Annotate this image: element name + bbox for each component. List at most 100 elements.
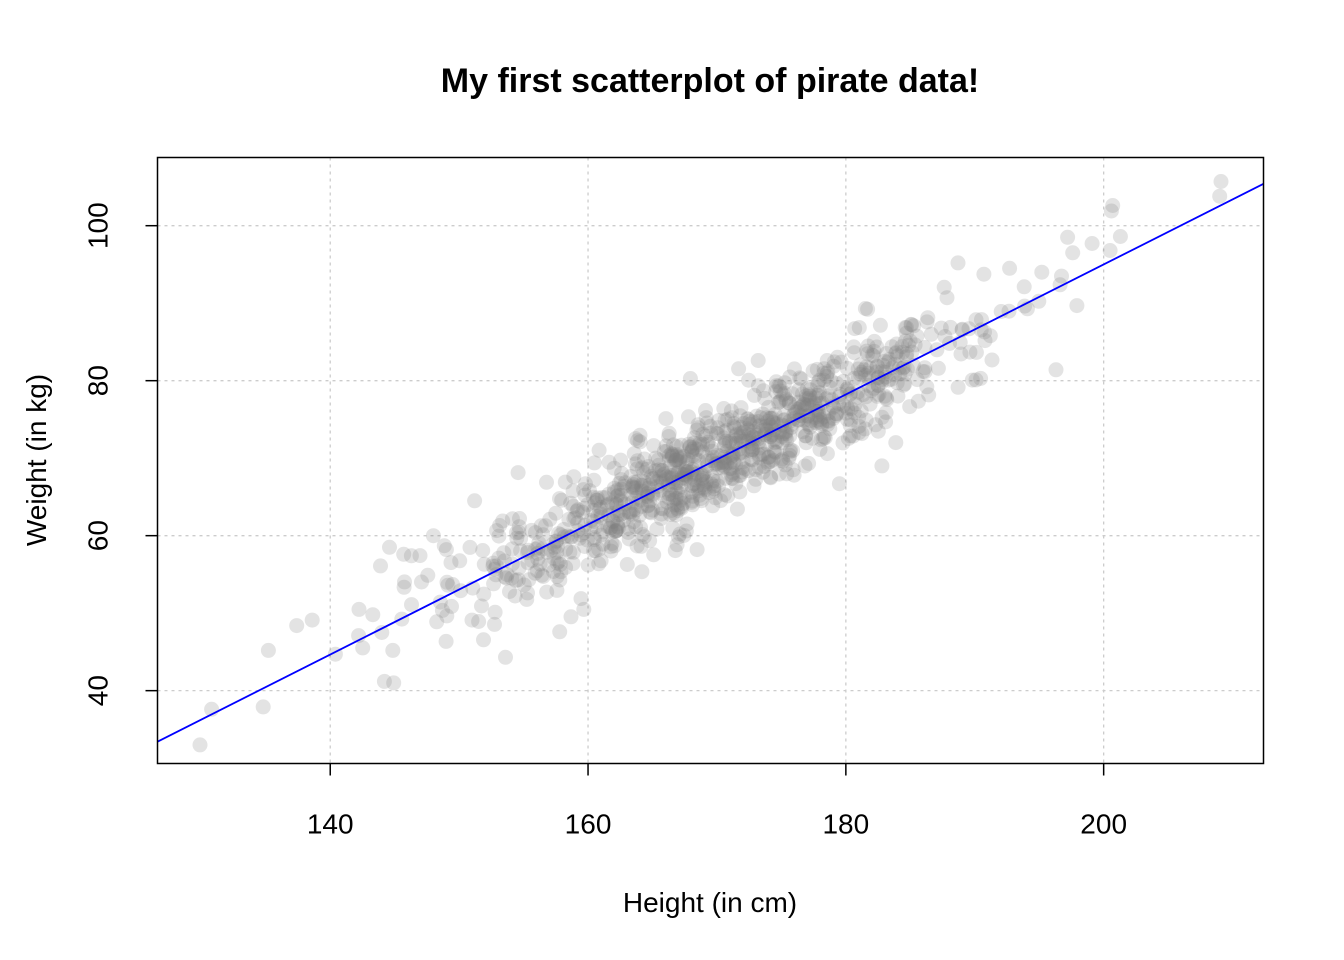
data-point: [672, 452, 688, 468]
data-point: [511, 519, 527, 535]
data-point: [799, 397, 815, 413]
data-point: [593, 527, 609, 543]
data-point: [802, 382, 818, 398]
data-point: [716, 401, 732, 416]
data-point: [625, 506, 641, 522]
data-point: [520, 555, 536, 571]
data-point: [640, 498, 656, 514]
data-point: [642, 504, 658, 520]
y-axis-label: Weight (in kg): [21, 374, 52, 546]
data-point: [763, 454, 779, 469]
data-point: [828, 408, 844, 424]
data-point: [733, 428, 749, 444]
data-point: [909, 372, 925, 388]
data-point: [679, 516, 695, 532]
data-point: [635, 478, 650, 494]
data-point: [633, 519, 648, 535]
data-point: [627, 456, 643, 472]
data-point: [774, 435, 790, 451]
data-point: [739, 420, 755, 436]
data-point: [785, 443, 801, 459]
data-point: [717, 487, 732, 503]
data-point: [919, 314, 935, 330]
data-point: [492, 518, 508, 533]
data-point: [396, 546, 412, 562]
data-point: [798, 428, 813, 444]
data-point: [504, 570, 520, 586]
data-point: [759, 436, 775, 452]
data-point: [885, 360, 901, 376]
data-point: [703, 440, 719, 456]
data-point: [615, 506, 631, 521]
data-point: [742, 416, 758, 432]
data-point: [656, 466, 672, 482]
data-point: [915, 364, 931, 379]
data-point: [825, 410, 841, 426]
data-point: [889, 344, 905, 360]
data-point: [906, 318, 922, 334]
data-point: [798, 435, 814, 451]
data-point: [756, 458, 772, 474]
data-point: [798, 428, 814, 444]
data-point: [717, 412, 733, 428]
data-point: [646, 438, 662, 454]
data-point: [830, 349, 845, 365]
data-point: [716, 424, 732, 440]
data-point: [642, 477, 658, 493]
data-point: [645, 471, 661, 486]
data-point: [672, 486, 688, 502]
data-point: [474, 598, 489, 614]
data-point: [763, 429, 779, 444]
data-point: [820, 416, 836, 432]
data-point: [856, 362, 872, 378]
data-point: [664, 502, 679, 518]
data-point: [549, 545, 565, 560]
data-point: [728, 432, 744, 448]
data-point: [700, 436, 715, 452]
data-point: [778, 393, 794, 409]
data-point: [735, 454, 751, 470]
data-point: [840, 401, 856, 417]
data-point: [770, 395, 786, 411]
data-point: [786, 467, 802, 483]
data-point: [662, 459, 678, 475]
data-point: [586, 472, 602, 488]
data-point: [719, 444, 735, 459]
data-point: [591, 542, 607, 557]
data-point: [565, 483, 581, 499]
data-point: [670, 475, 686, 491]
data-point: [611, 520, 626, 536]
data-point: [698, 410, 714, 426]
data-point: [565, 556, 581, 572]
data-point: [620, 525, 636, 540]
data-point: [766, 443, 782, 459]
data-point: [606, 460, 622, 476]
y-tick-label: 80: [83, 365, 114, 396]
data-point: [549, 568, 565, 584]
data-point: [624, 478, 640, 494]
data-point: [866, 343, 882, 359]
data-point: [464, 612, 480, 628]
data-point: [425, 528, 441, 544]
data-point: [878, 405, 894, 420]
data-point: [726, 454, 742, 470]
data-point: [758, 410, 774, 426]
data-point: [642, 533, 658, 549]
data-point: [753, 410, 769, 426]
data-point: [669, 491, 685, 506]
data-point: [782, 447, 798, 463]
data-point: [816, 365, 832, 381]
data-point: [732, 408, 748, 424]
data-point: [880, 354, 896, 370]
data-point: [512, 511, 527, 526]
data-point: [813, 432, 829, 448]
data-point: [677, 463, 693, 479]
data-point: [658, 438, 674, 454]
data-point: [686, 476, 702, 492]
data-point: [520, 585, 535, 601]
data-point: [1084, 236, 1100, 251]
data-point: [192, 737, 208, 753]
data-point: [661, 490, 677, 506]
data-point: [668, 507, 684, 523]
data-point: [903, 316, 919, 332]
